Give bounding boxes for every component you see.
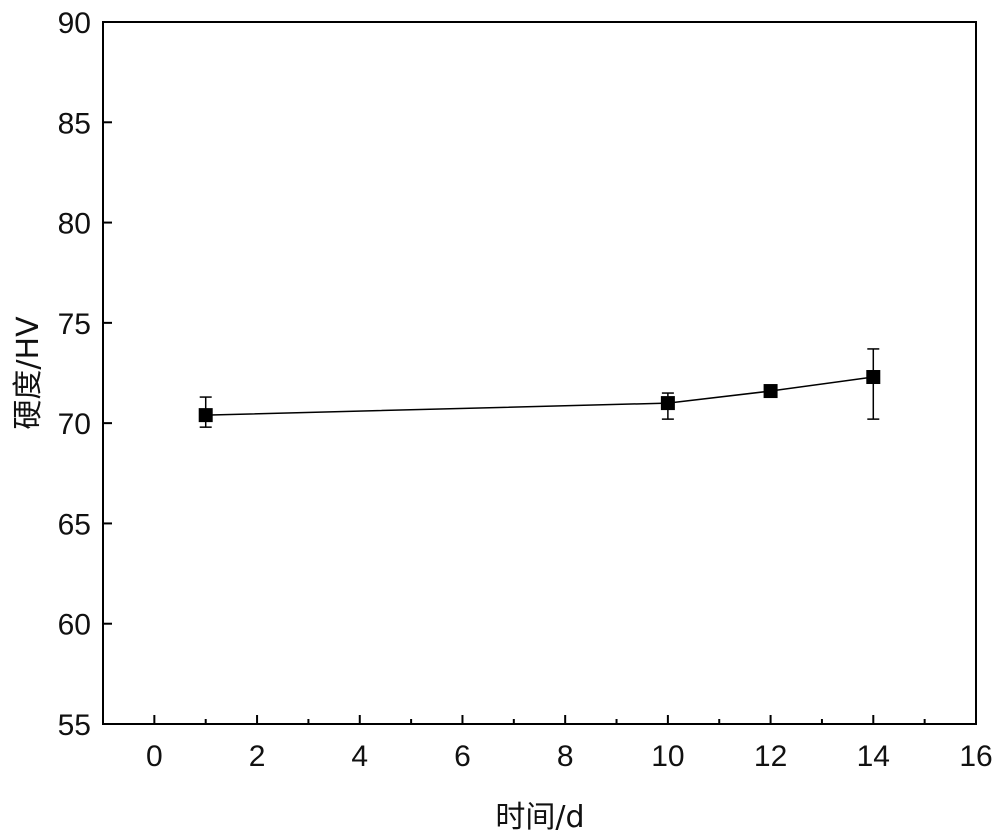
y-tick-label: 65 [58, 508, 91, 541]
data-point-marker [866, 370, 880, 384]
x-tick-label: 4 [351, 740, 368, 773]
y-tick-label: 55 [58, 709, 91, 742]
x-tick-label: 2 [249, 740, 266, 773]
y-tick-label: 90 [58, 7, 91, 40]
y-tick-label: 75 [58, 308, 91, 341]
plot-frame [103, 22, 976, 724]
series-layer [199, 349, 881, 427]
x-tick-label: 8 [557, 740, 574, 773]
data-point-marker [661, 396, 675, 410]
data-point-marker [199, 408, 213, 422]
x-tick-label: 6 [454, 740, 471, 773]
data-point-marker [764, 384, 778, 398]
y-tick-label: 80 [58, 208, 91, 241]
x-tick-label: 14 [857, 740, 890, 773]
x-tick-label: 0 [146, 740, 163, 773]
y-tick-label: 60 [58, 609, 91, 642]
x-axis-title: 时间/d [495, 800, 584, 835]
y-tick-label: 85 [58, 107, 91, 140]
x-tick-label: 16 [959, 740, 992, 773]
y-tick-label: 70 [58, 408, 91, 441]
x-tick-label: 10 [651, 740, 684, 773]
x-tick-label: 12 [754, 740, 787, 773]
y-axis-title: 硬度/HV [11, 316, 46, 430]
